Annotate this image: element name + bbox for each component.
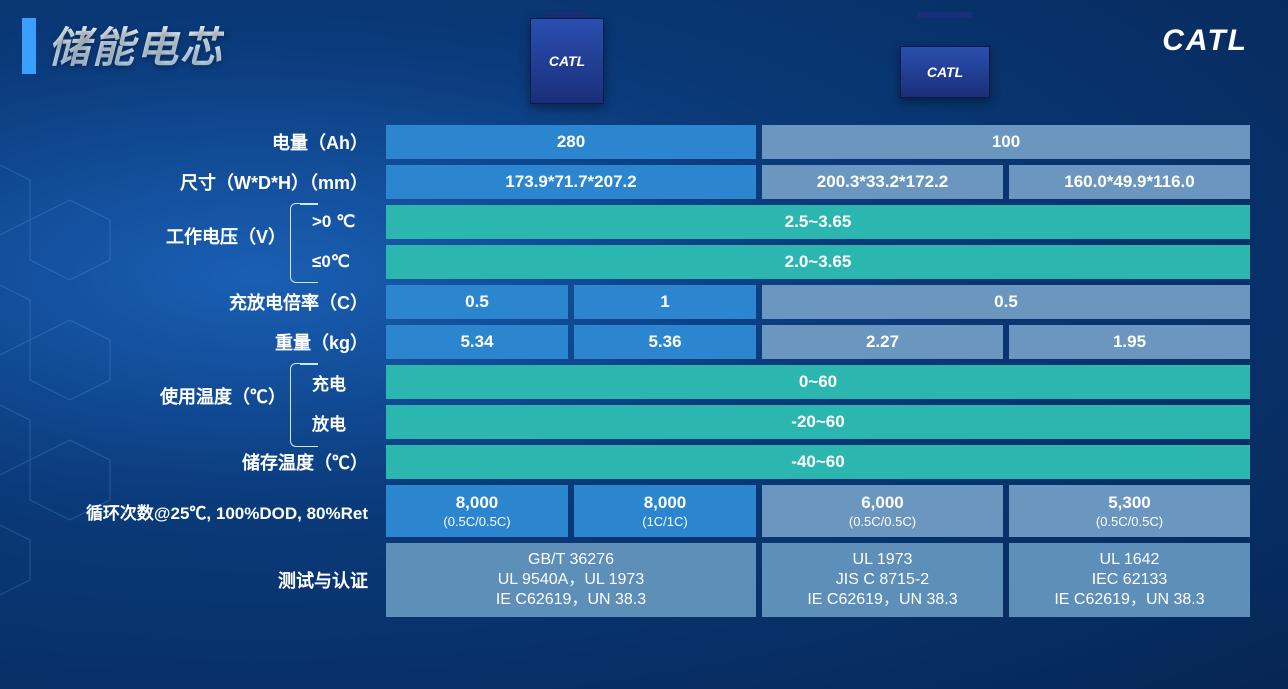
label-capacity: 电量（Ah） [50, 125, 386, 159]
cell-cycles-c: 6,000(0.5C/0.5C) [762, 485, 1003, 537]
battery-image-large: CATL [530, 12, 604, 104]
page-title: 储能电芯 [48, 14, 224, 75]
label-dimensions: 尺寸（W*D*H）（mm） [50, 165, 386, 199]
label-above0: >0 ℃ [308, 212, 368, 232]
cell-weight-b: 5.36 [574, 325, 756, 359]
cell-crate-a: 0.5 [386, 285, 568, 319]
label-charge: 充电 [308, 370, 368, 395]
spec-table: 电量（Ah） 280 100 尺寸（W*D*H）（mm） 173.9*71.7*… [50, 125, 1250, 623]
cell-cert-d: UL 1642 IEC 62133 IE C62619，UN 38.3 [1009, 543, 1250, 617]
label-below0: ≤0℃ [308, 252, 368, 272]
label-weight: 重量（kg） [50, 325, 386, 359]
cell-weight-c: 2.27 [762, 325, 1003, 359]
label-storagetemp: 储存温度（℃） [50, 445, 386, 479]
label-cert: 测试与认证 [50, 543, 386, 617]
cell-dim-b: 200.3*33.2*172.2 [762, 165, 1003, 199]
cell-weight-a: 5.34 [386, 325, 568, 359]
label-crate: 充放电倍率（C） [50, 285, 386, 319]
cell-crate-c: 0.5 [762, 285, 1250, 319]
label-discharge: 放电 [308, 410, 368, 435]
cell-cert-c: UL 1973 JIS C 8715-2 IE C62619，UN 38.3 [762, 543, 1003, 617]
cell-cycles-d: 5,300(0.5C/0.5C) [1009, 485, 1250, 537]
cell-capacity-b: 100 [762, 125, 1250, 159]
title-accent-bar [22, 18, 36, 74]
cell-capacity-a: 280 [386, 125, 756, 159]
cell-crate-b: 1 [574, 285, 756, 319]
cell-temp-storage: -40~60 [386, 445, 1250, 479]
cell-temp-charge: 0~60 [386, 365, 1250, 399]
battery-image-small: CATL [900, 12, 990, 98]
cell-cert-a: GB/T 36276 UL 9540A，UL 1973 IE C62619，UN… [386, 543, 756, 617]
cell-voltage-above: 2.5~3.65 [386, 205, 1250, 239]
cell-voltage-below: 2.0~3.65 [386, 245, 1250, 279]
cell-dim-c: 160.0*49.9*116.0 [1009, 165, 1250, 199]
cell-cycles-a: 8,000(0.5C/0.5C) [386, 485, 568, 537]
cell-weight-d: 1.95 [1009, 325, 1250, 359]
label-cycles: 循环次数@25℃, 100%DOD, 80%Ret [50, 485, 386, 537]
cell-temp-discharge: -20~60 [386, 405, 1250, 439]
cell-cycles-b: 8,000(1C/1C) [574, 485, 756, 537]
cell-dim-a: 173.9*71.7*207.2 [386, 165, 756, 199]
catl-logo: CATL [1162, 24, 1248, 58]
